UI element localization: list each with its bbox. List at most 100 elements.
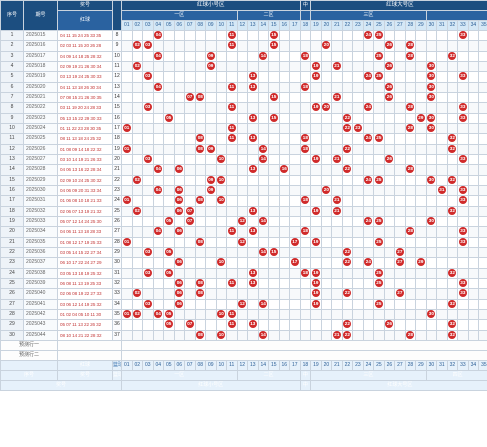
footer-col-10[interactable]: 10 bbox=[215, 359, 227, 371]
number-col-19[interactable]: 19 bbox=[310, 20, 322, 31]
table-row[interactable]: 7 2025021 07 08 15 21 26 30 35 14 07 08 15 21 26… bbox=[0, 91, 487, 104]
number-col-33[interactable]: 33 bbox=[457, 20, 469, 31]
table-row[interactable]: 29 2025043 05 07 11 13 22 26 32 36 05 07 11 13 2… bbox=[0, 319, 487, 331]
footer-col-06[interactable]: 06 bbox=[173, 359, 185, 371]
table-row[interactable]: 9 2025023 05 13 15 22 29 30 33 16 05 13 15 22 29… bbox=[0, 112, 487, 124]
number-col-15[interactable]: 15 bbox=[268, 20, 280, 31]
table-row[interactable]: 12 2025026 01 08 09 14 18 22 32 19 01 08 09 14 1… bbox=[0, 143, 487, 155]
table-row[interactable]: 28 2025042 01 02 04 05 10 11 30 35 01 02 04 05 1… bbox=[0, 308, 487, 321]
number-col-35[interactable]: 35 bbox=[478, 20, 487, 31]
table-row[interactable]: 27 2025041 03 06 12 14 19 25 32 34 03 06 12 14 1… bbox=[0, 298, 487, 310]
table-row[interactable]: 13 2025027 03 10 14 19 21 26 33 20 03 10 14 19 2… bbox=[0, 153, 487, 166]
footer-col-22[interactable]: 22 bbox=[341, 359, 354, 371]
table-row[interactable]: 25 2025039 06 08 11 13 19 25 33 32 06 08 11 13 1… bbox=[0, 277, 487, 290]
footer-col-24[interactable]: 24 bbox=[362, 359, 375, 371]
footer-col-07[interactable]: 07 bbox=[184, 359, 196, 371]
table-row[interactable]: 26 2025040 02 06 08 19 22 27 33 33 02 06 08 19 2… bbox=[0, 288, 487, 300]
number-col-09[interactable]: 09 bbox=[205, 20, 217, 31]
number-col-30[interactable]: 30 bbox=[425, 20, 438, 31]
table-row[interactable]: 3 2025017 04 09 14 18 25 28 32 10 04 09 14 18 25… bbox=[0, 50, 487, 63]
predict-cells-1[interactable] bbox=[121, 339, 487, 351]
footer-col-30[interactable]: 30 bbox=[425, 359, 438, 371]
number-col-04[interactable]: 04 bbox=[152, 20, 164, 31]
table-row[interactable]: 8 2025022 03 11 19 20 24 28 33 15 03 11 19 20 24… bbox=[0, 102, 487, 114]
table-row[interactable]: 2 2025016 02 03 11 15 20 26 28 9 02 03 11 15 20 2… bbox=[0, 40, 487, 52]
footer-col-16[interactable]: 16 bbox=[278, 359, 290, 371]
footer-col-08[interactable]: 08 bbox=[194, 359, 206, 371]
number-col-29[interactable]: 29 bbox=[415, 20, 427, 31]
number-col-16[interactable]: 16 bbox=[278, 20, 290, 31]
footer-col-26[interactable]: 26 bbox=[383, 359, 396, 371]
table-row[interactable]: 4 2025018 02 09 19 21 26 30 34 11 02 09 19 21 26… bbox=[0, 60, 487, 73]
table-row[interactable]: 6 2025020 04 11 13 18 26 30 34 13 04 11 13 18 26… bbox=[0, 81, 487, 93]
number-col-26[interactable]: 26 bbox=[383, 20, 396, 31]
footer-col-21[interactable]: 21 bbox=[331, 359, 343, 371]
footer-col-12[interactable]: 12 bbox=[236, 359, 248, 371]
number-col-07[interactable]: 07 bbox=[184, 20, 196, 31]
number-col-31[interactable]: 31 bbox=[436, 20, 448, 31]
footer-col-17[interactable]: 17 bbox=[289, 359, 301, 371]
table-row[interactable]: 22 2025036 03 05 14 15 22 27 34 29 03 05 14 15 2… bbox=[0, 246, 487, 259]
footer-col-20[interactable]: 20 bbox=[320, 359, 333, 371]
number-col-24[interactable]: 24 bbox=[362, 20, 375, 31]
footer-col-04[interactable]: 04 bbox=[152, 359, 164, 371]
footer-col-27[interactable]: 27 bbox=[394, 359, 406, 371]
table-row[interactable]: 14 2025028 04 06 13 16 22 28 34 21 04 06 13 16 2… bbox=[0, 164, 487, 176]
number-col-03[interactable]: 03 bbox=[142, 20, 154, 31]
table-row[interactable]: 1 2025015 04 11 15 24 25 33 35 8 04 11 15 24 25 3… bbox=[0, 29, 487, 42]
footer-col-32[interactable]: 32 bbox=[446, 359, 459, 371]
footer-col-15[interactable]: 15 bbox=[268, 359, 280, 371]
table-row[interactable]: 16 2025030 04 06 09 20 31 33 34 23 04 06 09 20 3… bbox=[0, 184, 487, 197]
footer-col-31[interactable]: 31 bbox=[436, 359, 448, 371]
number-col-27[interactable]: 27 bbox=[394, 20, 406, 31]
table-row[interactable]: 24 2025038 03 05 13 18 19 25 32 31 03 05 13 18 1… bbox=[0, 267, 487, 279]
number-col-32[interactable]: 32 bbox=[446, 20, 459, 31]
footer-col-25[interactable]: 25 bbox=[373, 359, 385, 371]
table-row[interactable]: 17 2025031 01 06 08 10 18 21 33 24 01 06 08 10 1… bbox=[0, 195, 487, 207]
footer-col-11[interactable]: 11 bbox=[226, 359, 238, 371]
number-col-13[interactable]: 13 bbox=[247, 20, 259, 31]
number-col-02[interactable]: 02 bbox=[131, 20, 143, 31]
number-col-22[interactable]: 22 bbox=[341, 20, 354, 31]
number-col-14[interactable]: 14 bbox=[257, 20, 269, 31]
footer-col-09[interactable]: 09 bbox=[205, 359, 217, 371]
footer-col-33[interactable]: 33 bbox=[457, 359, 469, 371]
footer-col-28[interactable]: 28 bbox=[404, 359, 417, 371]
number-col-25[interactable]: 25 bbox=[373, 20, 385, 31]
footer-col-01[interactable]: 01 bbox=[121, 359, 133, 371]
predict-input-1[interactable] bbox=[57, 339, 122, 351]
table-row[interactable]: 5 2025019 03 13 19 24 25 30 33 12 03 13 19 24 25… bbox=[0, 71, 487, 83]
number-col-08[interactable]: 08 bbox=[194, 20, 206, 31]
period-header[interactable]: 期号 bbox=[23, 0, 58, 31]
table-row[interactable]: 20 2025034 04 06 11 13 18 28 33 27 04 06 11 13 1… bbox=[0, 226, 487, 238]
table-row[interactable]: 10 2025024 01 11 22 23 28 30 35 17 01 11 22 23 2… bbox=[0, 122, 487, 135]
footer-col-18[interactable]: 18 bbox=[299, 359, 312, 371]
number-col-23[interactable]: 23 bbox=[352, 20, 364, 31]
number-col-01[interactable]: 01 bbox=[121, 20, 133, 31]
table-row[interactable]: 15 2025029 02 09 10 24 25 30 32 22 02 09 10 24 2… bbox=[0, 174, 487, 186]
number-col-11[interactable]: 11 bbox=[226, 20, 238, 31]
footer-col-34[interactable]: 34 bbox=[467, 359, 480, 371]
number-col-12[interactable]: 12 bbox=[236, 20, 248, 31]
number-col-17[interactable]: 17 bbox=[289, 20, 301, 31]
predict-cells-2[interactable] bbox=[121, 349, 487, 361]
footer-col-35[interactable]: 35 bbox=[478, 359, 487, 371]
footer-col-14[interactable]: 14 bbox=[257, 359, 269, 371]
footer-col-19[interactable]: 19 bbox=[310, 359, 322, 371]
table-row[interactable]: 18 2025032 02 06 07 13 19 21 32 25 02 06 07 13 1… bbox=[0, 205, 487, 217]
number-col-34[interactable]: 34 bbox=[467, 20, 480, 31]
footer-col-23[interactable]: 23 bbox=[352, 359, 364, 371]
footer-col-05[interactable]: 05 bbox=[163, 359, 175, 371]
table-row[interactable]: 19 2025033 05 07 12 14 24 25 30 26 05 07 12 14 2… bbox=[0, 215, 487, 228]
number-col-21[interactable]: 21 bbox=[331, 20, 343, 31]
number-col-28[interactable]: 28 bbox=[404, 20, 417, 31]
number-col-20[interactable]: 20 bbox=[320, 20, 333, 31]
predict-input-2[interactable] bbox=[57, 349, 122, 361]
footer-col-29[interactable]: 29 bbox=[415, 359, 427, 371]
table-row[interactable]: 23 2025037 06 10 17 22 24 27 29 30 06 10 17 22 2… bbox=[0, 257, 487, 269]
number-col-10[interactable]: 10 bbox=[215, 20, 227, 31]
footer-col-03[interactable]: 03 bbox=[142, 359, 154, 371]
table-row[interactable]: 21 2025035 01 08 12 17 19 25 33 28 01 08 12 17 1… bbox=[0, 236, 487, 248]
table-row[interactable]: 30 2025044 08 10 14 21 22 28 32 37 08 10 14 21 2… bbox=[0, 329, 487, 341]
number-col-05[interactable]: 05 bbox=[163, 20, 175, 31]
